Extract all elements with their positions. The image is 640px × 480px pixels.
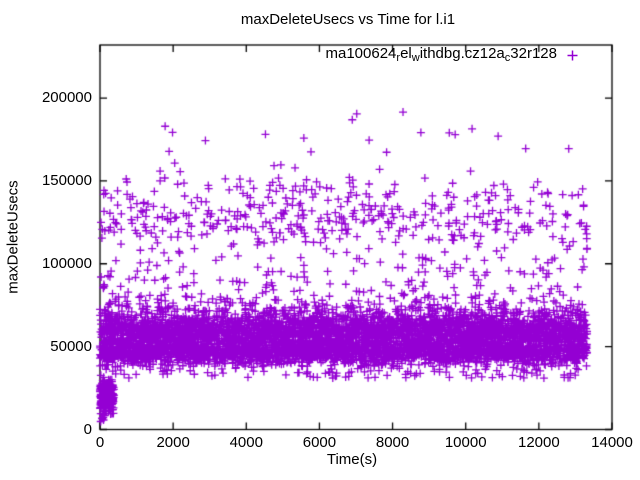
x-tick-label: 0 bbox=[95, 434, 105, 451]
plus-marker-icon bbox=[567, 50, 578, 61]
chart-title: maxDeleteUsecs vs Time for l.i1 bbox=[240, 11, 456, 28]
legend-series-label: ma100624relwithdbg.cz12ac32r128 bbox=[325, 45, 557, 67]
legend-label-subscript: c bbox=[504, 51, 511, 64]
x-tick-label: 6000 bbox=[302, 434, 337, 451]
x-axis-label: Time(s) bbox=[326, 451, 378, 468]
legend-label-subscript: w bbox=[411, 51, 420, 64]
legend: ma100624relwithdbg.cz12ac32r128 bbox=[325, 45, 578, 67]
y-tick-label: 50000 bbox=[50, 337, 92, 355]
legend-label-text: ithdbg.cz12a bbox=[419, 44, 505, 62]
x-tick-label: 14000 bbox=[591, 434, 633, 451]
x-tick-label: 12000 bbox=[517, 434, 560, 451]
x-tick-label: 2000 bbox=[156, 434, 190, 451]
legend-label-subscript: r bbox=[396, 51, 401, 64]
x-tick-label: 10000 bbox=[444, 434, 487, 451]
plus-marker-glyph bbox=[567, 50, 578, 61]
x-tick-label: 4000 bbox=[229, 434, 263, 451]
y-tick-label: 0 bbox=[83, 420, 92, 438]
y-tick-label: 150000 bbox=[41, 171, 92, 189]
y-axis-label: maxDeleteUsecs bbox=[4, 180, 22, 294]
y-tick-label: 200000 bbox=[41, 89, 92, 107]
x-tick-label: 8000 bbox=[375, 434, 410, 451]
legend-label-text: 32r128 bbox=[510, 44, 557, 62]
y-tick-label: 100000 bbox=[41, 254, 92, 272]
legend-label-text: ma100624 bbox=[325, 44, 397, 62]
legend-label-text: el bbox=[400, 44, 412, 62]
